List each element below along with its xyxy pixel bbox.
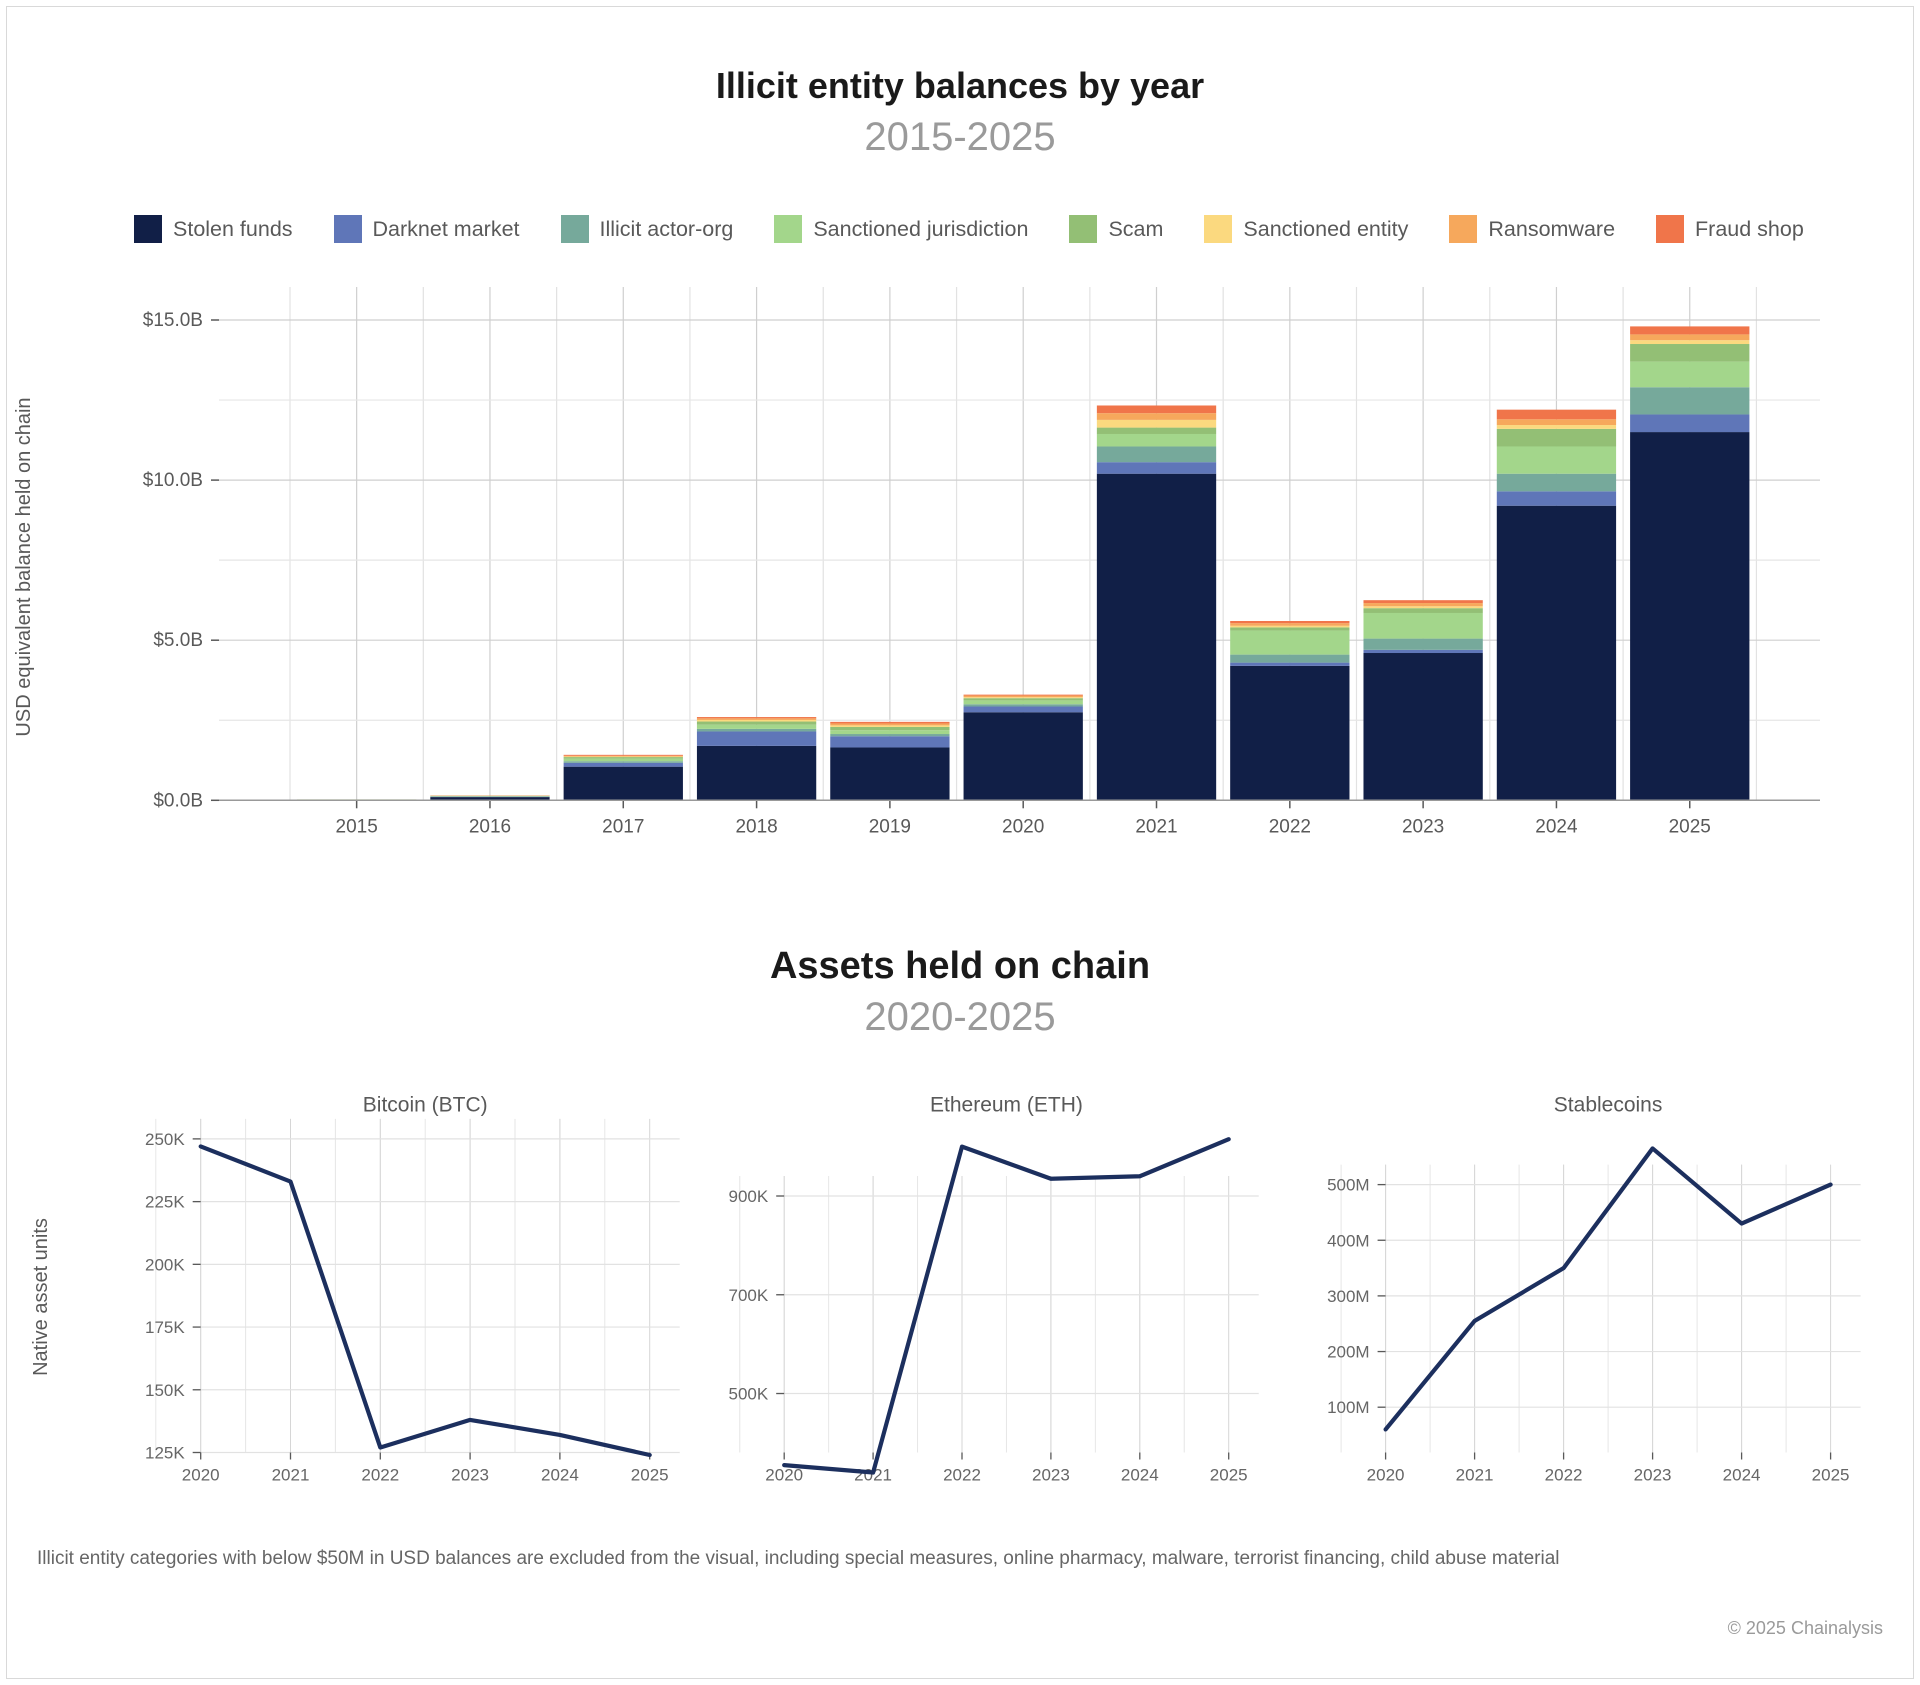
- svg-text:225K: 225K: [145, 1193, 185, 1212]
- svg-text:200K: 200K: [145, 1255, 185, 1274]
- svg-text:2024: 2024: [541, 1466, 579, 1485]
- svg-text:250K: 250K: [145, 1130, 185, 1149]
- svg-text:2022: 2022: [361, 1466, 399, 1485]
- svg-text:300M: 300M: [1327, 1287, 1370, 1306]
- svg-text:Stablecoins: Stablecoins: [1554, 1094, 1663, 1117]
- svg-text:2024: 2024: [1723, 1466, 1761, 1485]
- svg-text:2020: 2020: [1367, 1466, 1405, 1485]
- svg-text:100M: 100M: [1327, 1398, 1370, 1417]
- svg-text:Bitcoin (BTC): Bitcoin (BTC): [363, 1094, 488, 1117]
- svg-text:2023: 2023: [1634, 1466, 1672, 1485]
- svg-text:175K: 175K: [145, 1318, 185, 1337]
- svg-text:2022: 2022: [943, 1466, 981, 1485]
- svg-text:2022: 2022: [1545, 1466, 1583, 1485]
- svg-text:500K: 500K: [728, 1385, 768, 1404]
- svg-text:125K: 125K: [145, 1444, 185, 1463]
- svg-text:2023: 2023: [451, 1466, 489, 1485]
- svg-text:200M: 200M: [1327, 1343, 1370, 1362]
- svg-text:Native asset units: Native asset units: [30, 1218, 52, 1376]
- svg-text:900K: 900K: [728, 1187, 768, 1206]
- svg-text:700K: 700K: [728, 1286, 768, 1305]
- svg-text:2025: 2025: [1812, 1466, 1850, 1485]
- svg-text:150K: 150K: [145, 1381, 185, 1400]
- svg-text:2025: 2025: [1210, 1466, 1248, 1485]
- svg-text:400M: 400M: [1327, 1231, 1370, 1250]
- svg-text:2020: 2020: [182, 1466, 220, 1485]
- svg-text:2020: 2020: [765, 1466, 803, 1485]
- svg-text:2021: 2021: [1456, 1466, 1494, 1485]
- svg-text:2023: 2023: [1032, 1466, 1070, 1485]
- svg-text:Ethereum (ETH): Ethereum (ETH): [930, 1094, 1083, 1117]
- svg-text:2021: 2021: [272, 1466, 310, 1485]
- svg-text:500M: 500M: [1327, 1176, 1370, 1195]
- svg-text:2025: 2025: [631, 1466, 669, 1485]
- svg-text:2024: 2024: [1121, 1466, 1159, 1485]
